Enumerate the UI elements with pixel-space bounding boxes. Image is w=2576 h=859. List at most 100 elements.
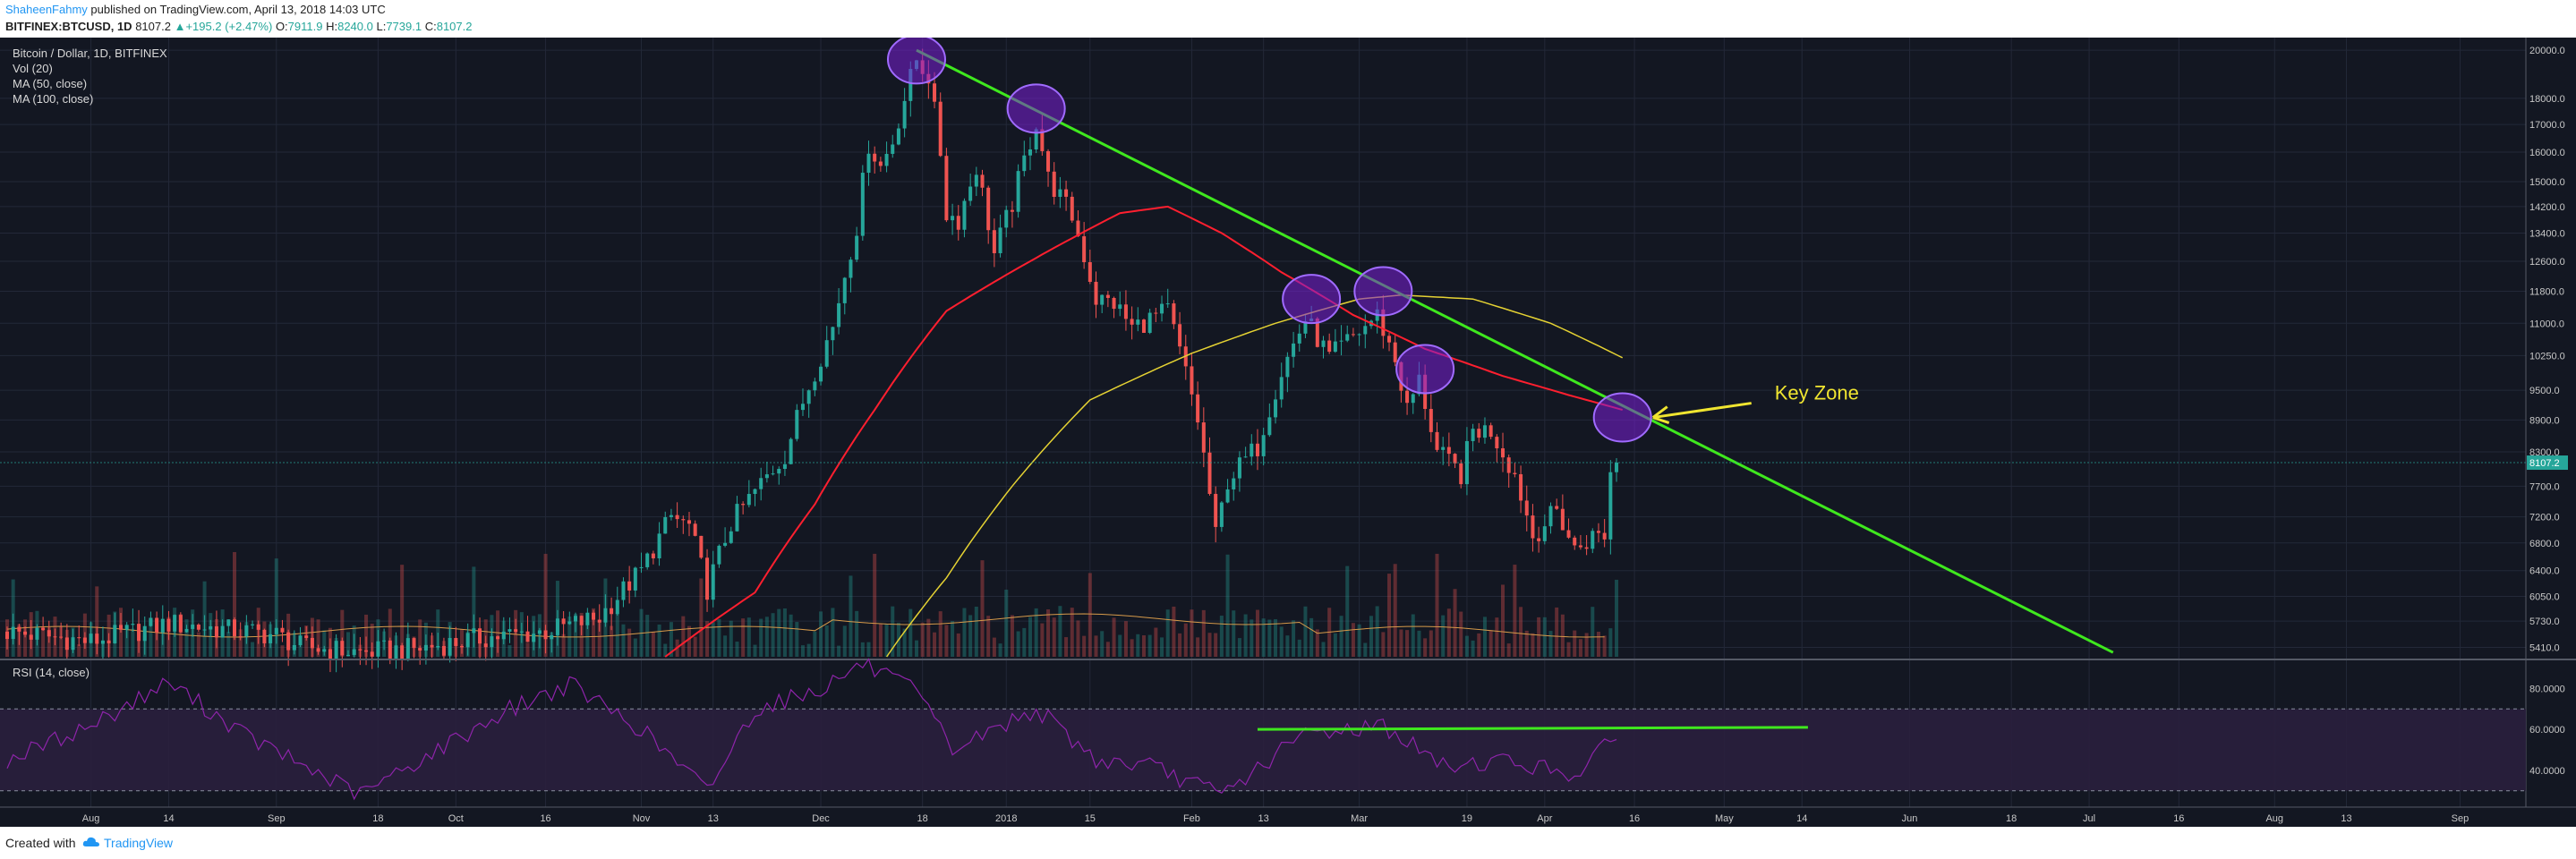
candle-body[interactable] [334,641,338,659]
candle-body[interactable] [328,649,332,659]
candle-body[interactable] [1573,537,1577,546]
candle-body[interactable] [191,625,195,629]
candle-body[interactable] [113,625,117,643]
candle-body[interactable] [1214,493,1218,527]
tradingview-link[interactable]: TradingView [104,836,174,850]
candle-body[interactable] [316,648,320,652]
candle-body[interactable] [322,649,327,652]
candle-body[interactable] [532,634,536,642]
candle-body[interactable] [525,631,530,642]
candle-body[interactable] [1506,457,1511,473]
candle-body[interactable] [1608,472,1613,540]
candle-body[interactable] [998,227,1002,253]
candle-body[interactable] [226,619,231,626]
candle-body[interactable] [1136,319,1140,325]
candle-body[interactable] [23,631,28,635]
candle-body[interactable] [304,635,309,638]
candle-body[interactable] [824,340,829,367]
candle-body[interactable] [1285,356,1290,378]
candle-body[interactable] [405,638,410,659]
candle-body[interactable] [1477,429,1481,438]
candle-body[interactable] [1537,538,1541,541]
candle-body[interactable] [149,617,153,626]
candle-body[interactable] [1064,189,1069,197]
candle-body[interactable] [537,630,542,634]
candle-body[interactable] [1519,473,1523,501]
candle-body[interactable] [1250,443,1254,457]
candle-body[interactable] [1123,304,1128,319]
candle-body[interactable] [1321,340,1326,347]
candle-body[interactable] [1219,502,1224,527]
candle-body[interactable] [896,128,900,145]
candle-body[interactable] [1471,429,1475,441]
candle-body[interactable] [202,629,207,631]
candle-body[interactable] [585,612,590,625]
candle-body[interactable] [244,625,249,637]
candle-body[interactable] [1464,440,1469,485]
candle-body[interactable] [1100,294,1105,305]
candle-body[interactable] [1094,281,1098,305]
candle-body[interactable] [53,636,57,638]
candle-body[interactable] [693,523,697,536]
candle-body[interactable] [1016,171,1020,212]
candle-body[interactable] [35,627,39,640]
candle-body[interactable] [77,637,81,639]
candle-body[interactable] [1147,312,1152,333]
candle-body[interactable] [777,469,781,474]
candle-body[interactable] [657,533,661,558]
candle-body[interactable] [71,637,75,651]
candle-body[interactable] [364,650,369,652]
candle-body[interactable] [592,612,596,620]
candle-body[interactable] [813,381,817,391]
candle-body[interactable] [1495,437,1499,449]
candle-body[interactable] [610,608,614,615]
candle-body[interactable] [345,654,350,656]
candle-body[interactable] [269,634,273,643]
candle-body[interactable] [232,619,237,637]
candle-body[interactable] [454,638,458,646]
candle-body[interactable] [358,649,363,651]
candle-body[interactable] [962,200,967,230]
candle-body[interactable] [573,616,577,622]
candlesticks[interactable] [4,48,1619,673]
candle-body[interactable] [878,161,883,166]
candle-body[interactable] [459,645,464,648]
candle-body[interactable] [1411,394,1415,404]
candle-body[interactable] [209,625,213,630]
candle-body[interactable] [956,216,960,230]
candle-body[interactable] [490,636,494,648]
candle-body[interactable] [262,629,267,643]
candle-body[interactable] [986,187,991,231]
candle-body[interactable] [723,542,728,546]
candle-body[interactable] [944,156,949,221]
candle-body[interactable] [412,638,416,649]
candle-body[interactable] [160,618,165,633]
candle-body[interactable] [1082,236,1087,263]
candle-body[interactable] [1292,343,1296,357]
candle-body[interactable] [214,625,218,638]
candle-body[interactable] [891,144,895,154]
candle-body[interactable] [746,493,751,506]
candle-body[interactable] [1201,422,1206,453]
candle-body[interactable] [1363,326,1368,335]
candle-body[interactable] [1178,324,1182,347]
candle-body[interactable] [173,615,177,632]
candle-body[interactable] [430,644,434,648]
candle-body[interactable] [131,624,135,625]
candle-body[interactable] [938,101,943,157]
candle-body[interactable] [687,520,691,524]
candle-body[interactable] [196,625,200,630]
candle-body[interactable] [1441,447,1446,450]
candle-body[interactable] [1429,409,1433,432]
candle-body[interactable] [11,626,15,640]
candle-body[interactable] [1141,319,1146,333]
candle-body[interactable] [1524,500,1529,516]
candle-body[interactable] [1315,319,1319,347]
candle-body[interactable] [884,153,889,166]
candle-body[interactable] [478,628,482,644]
candle-body[interactable] [873,153,877,162]
candle-body[interactable] [418,648,422,651]
candle-body[interactable] [627,581,632,591]
candle-body[interactable] [382,640,387,642]
candle-body[interactable] [1034,129,1038,149]
